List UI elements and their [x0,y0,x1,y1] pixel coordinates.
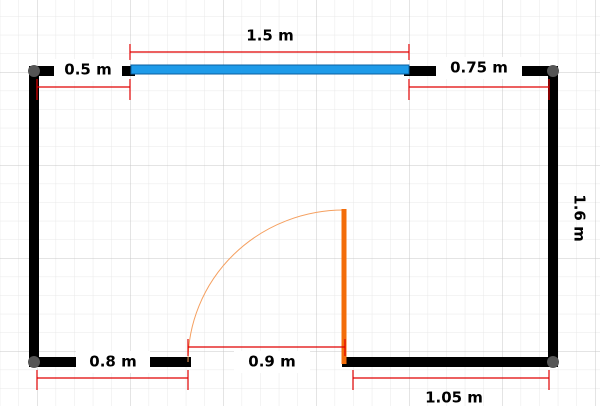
dimension-label: 1.5 m [246,27,293,45]
window [130,64,410,75]
label-bg [436,57,522,79]
dimension-line [36,370,189,390]
dimension-label: 1.6 m [571,194,589,241]
dimension-label: 0.9 m [248,353,295,371]
dimension-line [36,79,131,100]
dimension-label: 0.75 m [450,59,508,77]
corner [547,65,559,77]
label-backgrounds [54,57,522,373]
dimension-line [352,370,550,390]
corner [28,65,40,77]
door-swing [187,209,345,363]
corners [28,65,559,368]
label-bg [76,351,150,373]
dimension-lines [36,44,550,390]
dimension-line [187,339,346,356]
dimension-label: 1.05 m [425,389,483,406]
dimension-line [408,79,550,100]
corner [28,356,40,368]
label-bg [54,59,122,81]
dimension-label: 0.8 m [89,353,136,371]
corner [547,356,559,368]
dimension-line [129,44,410,60]
label-bg [234,351,310,373]
dimension-label: 0.5 m [64,61,111,79]
walls [29,66,558,367]
